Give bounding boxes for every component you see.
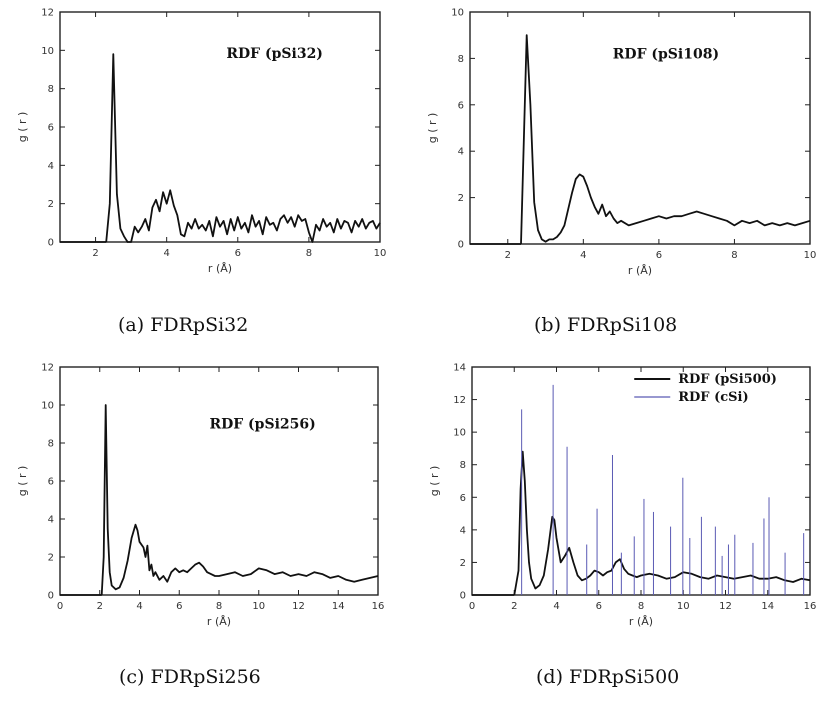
x-tick-label: 4 (163, 248, 169, 259)
x-tick-label: 8 (731, 250, 737, 261)
rdf-curve (520, 34, 811, 245)
panel-a: 0 2 4 6 8 10 12 2 4 6 8 10 r (Å) g ( r ) RDF (pSi32) (… (0, 0, 408, 345)
legend-label: RDF (pSi500) (678, 372, 777, 387)
y-tick-label: 2 (460, 558, 466, 569)
y-tick-label: 0 (48, 238, 54, 249)
panel-c: 0 2 4 6 8 10 12 0 2 4 6 8 10 12 14 16 r (Å) g ( r ) RDF (p… (0, 355, 408, 706)
y-tick-label: 12 (41, 363, 54, 374)
x-tick-label: 14 (761, 601, 774, 612)
y-tick-label: 14 (453, 363, 466, 374)
y-axis-label: g ( r ) (426, 113, 439, 144)
y-tick-label: 6 (458, 100, 464, 111)
x-tick-label: 12 (292, 601, 305, 612)
x-tick-label: 6 (656, 250, 662, 261)
y-tick-label: 10 (453, 428, 466, 439)
x-tick-label: 4 (553, 601, 559, 612)
plot-frame (59, 11, 381, 243)
x-tick-label: 16 (372, 601, 385, 612)
x-tick-label: 2 (92, 248, 98, 259)
chart-d: 0 2 4 6 8 10 12 14 0 2 4 6 8 10 12 14 16 r (Å) g ( r ) RDF … (428, 363, 817, 629)
y-tick-label: 10 (451, 8, 464, 19)
y-tick-label: 12 (453, 395, 466, 406)
y-tick-label: 12 (41, 8, 54, 19)
x-tick-label: 16 (804, 601, 817, 612)
chart-a: 0 2 4 6 8 10 12 2 4 6 8 10 r (Å) g ( r ) RDF (pSi32) (16, 8, 387, 276)
y-tick-label: 2 (48, 199, 54, 210)
rdf-annotation: RDF (pSi108) (613, 46, 719, 62)
plot-frame (471, 366, 811, 596)
legend-label: RDF (cSi) (678, 390, 748, 405)
x-tick-label: 10 (252, 601, 265, 612)
y-tick-label: 4 (48, 515, 54, 526)
y-tick-label: 6 (48, 123, 54, 134)
y-tick-label: 8 (48, 439, 54, 450)
x-tick-label: 4 (136, 601, 142, 612)
y-tick-label: 10 (41, 401, 54, 412)
panel-b: 0 2 4 6 8 10 2 4 6 8 10 r (Å) g ( r ) RDF (pSi108) (b… (410, 0, 817, 345)
y-tick-label: 10 (41, 46, 54, 57)
x-tick-label: 6 (176, 601, 182, 612)
chart-b: 0 2 4 6 8 10 2 4 6 8 10 r (Å) g ( r ) RDF (pSi108) (426, 8, 817, 278)
panel-d: 0 2 4 6 8 10 12 14 0 2 4 6 8 10 12 14 16 r (Å) g ( r ) RDF … (410, 355, 817, 706)
rdf-curve (513, 450, 811, 596)
x-axis-label: r (Å) (629, 615, 653, 628)
x-tick-label: 10 (374, 248, 387, 259)
y-axis-label: g ( r ) (16, 112, 29, 143)
caption-d: (d) FDRpSi500 (536, 666, 680, 688)
rdf-annotation: RDF (pSi256) (209, 417, 315, 433)
y-tick-label: 0 (48, 591, 54, 602)
x-tick-label: 4 (580, 250, 586, 261)
y-tick-label: 2 (48, 553, 54, 564)
x-axis-label: r (Å) (628, 264, 652, 277)
y-tick-label: 8 (458, 54, 464, 65)
x-tick-label: 2 (511, 601, 517, 612)
y-tick-label: 6 (460, 493, 466, 504)
x-tick-label: 2 (505, 250, 511, 261)
y-tick-label: 4 (48, 161, 54, 172)
rdf-curve (105, 53, 381, 243)
y-tick-label: 0 (460, 591, 466, 602)
y-tick-label: 0 (458, 240, 464, 251)
chart-c: 0 2 4 6 8 10 12 0 2 4 6 8 10 12 14 16 r (Å) g ( r ) RDF (p… (16, 363, 385, 629)
y-axis-label: g ( r ) (428, 466, 441, 497)
caption-c: (c) FDRpSi256 (119, 666, 261, 688)
y-tick-label: 6 (48, 477, 54, 488)
x-tick-label: 8 (638, 601, 644, 612)
x-tick-label: 12 (719, 601, 732, 612)
caption-a: (a) FDRpSi32 (118, 314, 249, 336)
y-axis-label: g ( r ) (16, 466, 29, 497)
y-tick-label: 2 (458, 193, 464, 204)
y-tick-label: 4 (460, 525, 466, 536)
x-tick-label: 10 (804, 250, 817, 261)
x-tick-label: 6 (596, 601, 602, 612)
y-tick-label: 8 (460, 460, 466, 471)
rdf-curve (100, 404, 379, 596)
x-tick-label: 0 (469, 601, 475, 612)
x-tick-label: 10 (677, 601, 690, 612)
x-tick-label: 14 (332, 601, 345, 612)
x-tick-label: 8 (216, 601, 222, 612)
x-axis-label: r (Å) (207, 615, 231, 628)
x-tick-label: 2 (97, 601, 103, 612)
x-axis-label: r (Å) (208, 262, 232, 275)
caption-b: (b) FDRpSi108 (534, 314, 678, 336)
plot-frame (469, 11, 811, 245)
x-tick-label: 8 (306, 248, 312, 259)
rdf-annotation: RDF (pSi32) (226, 46, 323, 62)
x-tick-label: 6 (235, 248, 241, 259)
y-tick-label: 4 (458, 147, 464, 158)
x-tick-label: 0 (57, 601, 63, 612)
y-tick-label: 8 (48, 84, 54, 95)
